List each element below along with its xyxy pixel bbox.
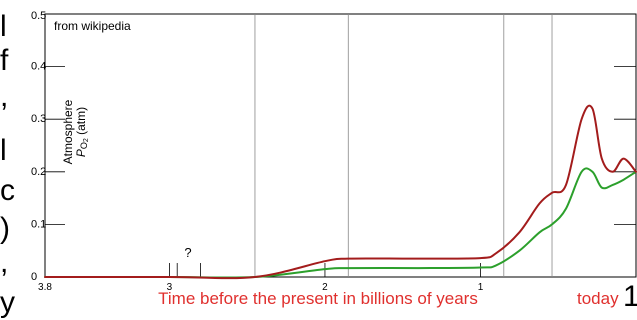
y-tick-label-3: 0.3 — [31, 113, 46, 125]
x-tick-label-1: 3 — [167, 282, 173, 293]
edge-glyph-2: f — [0, 44, 9, 77]
y-tick-label-1: 0.1 — [31, 218, 46, 230]
x-axis-today-label: today — [577, 289, 619, 308]
left-edge-glyphs: l f , l c ) , y — [0, 10, 15, 319]
x-axis-title: Time before the present in billions of y… — [158, 289, 478, 308]
edge-glyph-7: , — [0, 246, 8, 279]
grid-layer — [254, 14, 553, 277]
plot-frame — [44, 13, 637, 278]
y-tick-label-5: 0.5 — [31, 10, 46, 22]
y-tick-label-2: 0.2 — [31, 166, 46, 178]
y-axis-label-line2: PO2 (atm) — [74, 107, 90, 157]
y-axis-label-line1: Atmosphere — [61, 99, 75, 164]
edge-glyph-1: l — [0, 10, 7, 43]
x-tick-label-2: 2 — [322, 282, 328, 293]
edge-glyph-6: ) — [0, 212, 10, 245]
edge-glyph-4: l — [0, 134, 7, 167]
y-tick-label-0: 0 — [31, 271, 37, 283]
edge-glyph-5: c — [0, 174, 15, 207]
x-tick-label-0: 3.8 — [38, 282, 52, 293]
series-line-lower-bound — [44, 167, 637, 279]
question-mark-label: ? — [184, 245, 191, 260]
source-note: from wikipedia — [54, 19, 131, 33]
series-line-upper-bound — [44, 104, 637, 280]
edge-glyph-8: y — [0, 286, 15, 319]
edge-glyph-3: , — [0, 80, 8, 113]
y-axis-label: Atmosphere PO2 (atm) — [61, 99, 90, 164]
right-edge-glyph: 1 — [623, 280, 637, 313]
tick-layer: 0 0.1 0.2 0.3 0.4 0.5 3.8 3 2 1 — [31, 10, 636, 293]
y-tick-label-4: 0.4 — [31, 61, 46, 73]
x-tick-label-3: 1 — [478, 282, 484, 293]
series-layer — [44, 104, 637, 280]
